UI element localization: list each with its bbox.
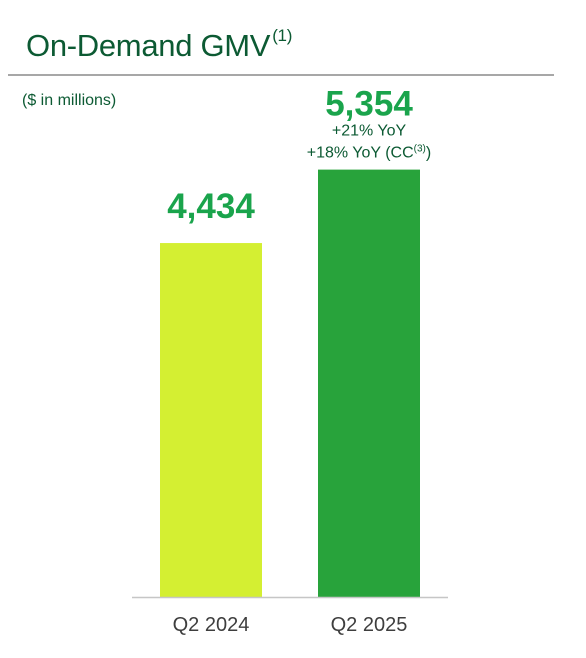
chart-title: On-Demand GMV (1) [26, 25, 293, 64]
chart-title-text: On-Demand GMV [26, 28, 271, 63]
value-label: 4,434 [167, 187, 255, 226]
title-divider [8, 74, 554, 76]
x-tick-label: Q2 2024 [173, 614, 250, 636]
units-label: ($ in millions) [22, 92, 117, 109]
value-annotation: +18% YoY (CC(3)) [307, 144, 431, 162]
x-tick-label: Q2 2025 [331, 614, 408, 636]
bar-q2-2024 [160, 243, 262, 597]
value-label: 5,354 [325, 85, 413, 124]
bar-q2-2025 [318, 169, 420, 597]
value-annotation: +21% YoY [332, 123, 407, 140]
title-footnote: (1) [272, 25, 293, 45]
